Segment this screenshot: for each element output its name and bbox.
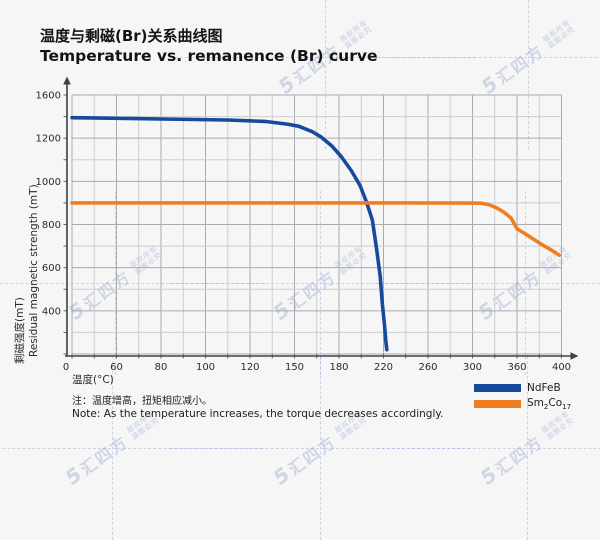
tick-marks bbox=[63, 94, 562, 359]
page-title-en: Temperature vs. remanence (Br) curve bbox=[40, 47, 378, 65]
tick-labels: 0 60 80 100 120 150 180 220 260 300 360 400 400 600 80… bbox=[36, 91, 572, 374]
x-tick-label: 0 bbox=[63, 362, 69, 373]
grid bbox=[71, 94, 562, 355]
axes bbox=[63, 76, 579, 360]
x-tick-label: 220 bbox=[374, 362, 393, 373]
y-tick-label: 800 bbox=[42, 220, 61, 231]
sm2co17-curve bbox=[70, 201, 562, 257]
y-tick-label: 400 bbox=[42, 306, 61, 317]
x-tick-label: 80 bbox=[155, 362, 168, 373]
footnote-en: Note: As the temperature increases, the … bbox=[72, 408, 444, 420]
sm2co17-color-swatch bbox=[474, 400, 521, 408]
page-title: 温度与剩磁(Br)关系曲线图 Temperature vs. remanence… bbox=[40, 26, 377, 66]
watermark-logo-icon: 5 bbox=[477, 461, 500, 491]
x-axis-label: 温度(°C) bbox=[72, 374, 114, 386]
legend: NdFeB Sm2Co17 bbox=[474, 380, 571, 412]
x-tick-label: 400 bbox=[552, 362, 571, 373]
x-tick-label: 60 bbox=[110, 362, 123, 373]
watermark-logo-icon: 5 bbox=[62, 461, 85, 491]
y-tick-label: 1600 bbox=[36, 91, 61, 102]
y-axis-label-en: Residual magnetic strength (mT) bbox=[28, 184, 40, 357]
x-tick-label: 300 bbox=[463, 362, 482, 373]
legend-item-sm2co17: Sm2Co17 bbox=[474, 396, 571, 412]
temperature-remanence-chart: 0 60 80 100 120 150 180 220 260 300 360 400 400 600 80… bbox=[36, 76, 579, 374]
y-tick-label: 1000 bbox=[36, 177, 61, 188]
footnote-zh: 注：温度增高，扭矩相应减小。 bbox=[72, 396, 212, 407]
ndfeb-color-swatch bbox=[474, 384, 521, 392]
x-tick-label: 180 bbox=[329, 362, 348, 373]
legend-item-ndfeb: NdFeB bbox=[474, 380, 571, 396]
x-axis-arrow bbox=[570, 352, 579, 360]
legend-label-ndfeb: NdFeB bbox=[527, 382, 561, 394]
x-tick-label: 360 bbox=[507, 362, 526, 373]
ndfeb-curve bbox=[70, 115, 389, 352]
y-tick-label: 1200 bbox=[36, 134, 61, 145]
x-tick-label: 120 bbox=[240, 362, 259, 373]
y-axis-label-zh: 剩磁强度(mT) bbox=[14, 297, 26, 364]
x-tick-label: 150 bbox=[285, 362, 304, 373]
watermark-logo-icon: 5 bbox=[270, 461, 293, 491]
page-title-zh: 温度与剩磁(Br)关系曲线图 bbox=[40, 27, 223, 45]
chart-area: 0 60 80 100 120 150 180 220 260 300 360 400 400 600 80… bbox=[36, 76, 579, 374]
y-tick-label: 600 bbox=[42, 263, 61, 274]
x-tick-label: 100 bbox=[196, 362, 215, 373]
legend-label-sm2co17: Sm2Co17 bbox=[527, 396, 572, 412]
y-axis-arrow bbox=[63, 76, 71, 85]
x-tick-label: 260 bbox=[418, 362, 437, 373]
footnote: 注：温度增高，扭矩相应减小。 Note: As the temperature … bbox=[72, 395, 443, 421]
